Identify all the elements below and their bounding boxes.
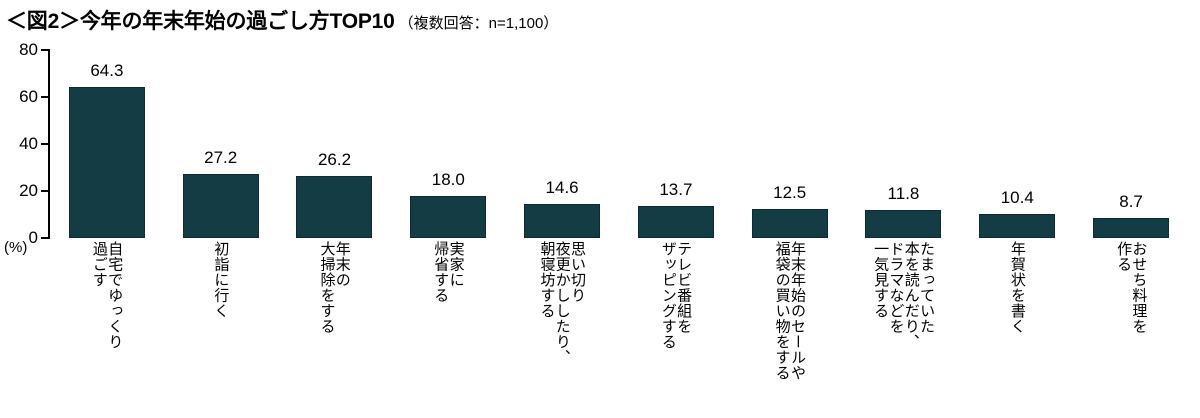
bar[interactable]: [182, 174, 259, 238]
category-label-column: ザッピングする: [659, 241, 677, 350]
category-label-column: 朝寝坊する: [538, 241, 556, 319]
bar-slot: 13.7: [619, 50, 733, 238]
bar-value-label: 18.0: [431, 169, 465, 189]
bar-value-label: 12.5: [773, 182, 807, 202]
category-label-column: 夜更かししたり、: [553, 241, 571, 365]
y-axis-tick: [41, 237, 50, 239]
y-axis-tick: [41, 190, 50, 192]
bar-slot: 27.2: [164, 50, 278, 238]
category-label: 自宅でゆっくり 過ごす: [50, 241, 164, 416]
y-axis-tick: [41, 49, 50, 51]
bar-value-label: 14.6: [545, 177, 579, 197]
chart-title: ＜図2＞今年の年末年始の過ごし方TOP10 （複数回答：n=1,100）: [6, 5, 558, 35]
bar[interactable]: [524, 203, 601, 238]
bar-value-label: 8.7: [1119, 191, 1143, 211]
bar[interactable]: [865, 210, 942, 238]
category-label-column: 本を読んだり、: [902, 241, 920, 350]
category-label: 思い切り 夜更かししたり、 朝寝坊する: [505, 241, 619, 416]
category-label-column: たまっていた: [918, 241, 936, 334]
y-axis-tick-label: 20: [19, 181, 38, 200]
category-label-column: 自宅でゆっくり: [106, 241, 124, 350]
y-axis-tick: [41, 96, 50, 98]
category-label: 年賀状を書く: [960, 241, 1074, 416]
plot-area: 80 60 40 20 0: [19, 40, 1188, 247]
bar-value-label: 27.2: [204, 148, 238, 168]
category-label-column: 初詣に行く: [212, 241, 230, 319]
y-axis-unit-label: (%): [4, 239, 28, 256]
category-label-column: 思い切り: [569, 241, 587, 303]
bar-slot: 18.0: [391, 50, 505, 238]
category-label: テレビ番組を ザッピングする: [619, 241, 733, 416]
bar-value-label: 64.3: [90, 60, 124, 80]
category-label-column: おせち料理を: [1130, 241, 1148, 334]
bar-value-label: 13.7: [659, 179, 693, 199]
bar-slot: 12.5: [733, 50, 847, 238]
category-label-column: 作る: [1115, 241, 1133, 272]
bar[interactable]: [979, 213, 1056, 238]
bar[interactable]: [1093, 217, 1170, 238]
bar[interactable]: [68, 86, 145, 238]
category-label-column: 年末の: [333, 241, 351, 288]
category-label: 実家に 帰省する: [391, 241, 505, 416]
category-label-column: 年賀状を書く: [1008, 241, 1026, 334]
page-subtitle: （複数回答：n=1,100）: [398, 15, 559, 32]
bar[interactable]: [410, 195, 487, 238]
bar-slot: 8.7: [1074, 50, 1188, 238]
category-label: おせち料理を 作る: [1074, 241, 1188, 416]
bar[interactable]: [296, 176, 373, 238]
bar-slot: 26.2: [278, 50, 392, 238]
bar-value-label: 26.2: [317, 150, 352, 170]
category-label-column: テレビ番組を: [675, 241, 693, 334]
bar-series: 64.3 27.2 26.2 18.0 14.6 13.7 12.5 11.8 10.4 8.7: [50, 50, 1188, 238]
category-label-column: 大掃除をする: [318, 241, 336, 334]
category-label-column: 年末年始のセールや: [788, 241, 806, 381]
bar-value-label: 10.4: [1000, 187, 1034, 207]
category-label-column: 福袋の買い物をする: [773, 241, 791, 381]
category-labels: 自宅でゆっくり 過ごす 初詣に行く 年末の 大掃除をする 実家に 帰省する 思い切り 夜更かしし…: [50, 241, 1188, 416]
y-axis-tick: [41, 143, 50, 145]
category-label-column: 実家に: [447, 241, 465, 288]
bar-value-label: 11.8: [887, 184, 920, 204]
y-axis-tick-label: 80: [19, 40, 38, 59]
y-axis-tick-label: 60: [19, 87, 38, 106]
y-axis-tick-label: 40: [19, 134, 38, 153]
bar[interactable]: [637, 205, 714, 238]
bar[interactable]: [751, 208, 828, 238]
bar-slot: 10.4: [960, 50, 1074, 238]
category-label: 年末年始のセールや 福袋の買い物をする: [733, 241, 847, 416]
category-label: 年末の 大掃除をする: [278, 241, 392, 416]
category-label: 初詣に行く: [164, 241, 278, 416]
bar-slot: 64.3: [50, 50, 164, 238]
category-label-column: 帰省する: [432, 241, 450, 303]
category-label-column: 過ごす: [90, 241, 108, 288]
bar-slot: 14.6: [505, 50, 619, 238]
bar-slot: 11.8: [847, 50, 961, 238]
category-label-column: ドラマなどを: [887, 241, 905, 334]
category-label: たまっていた 本を読んだり、 ドラマなどを 一気見する: [847, 241, 961, 416]
y-axis-tick-label: 0: [28, 228, 38, 247]
page-title: ＜図2＞今年の年末年始の過ごし方TOP10: [6, 10, 395, 33]
category-label-column: 一気見する: [872, 241, 890, 319]
